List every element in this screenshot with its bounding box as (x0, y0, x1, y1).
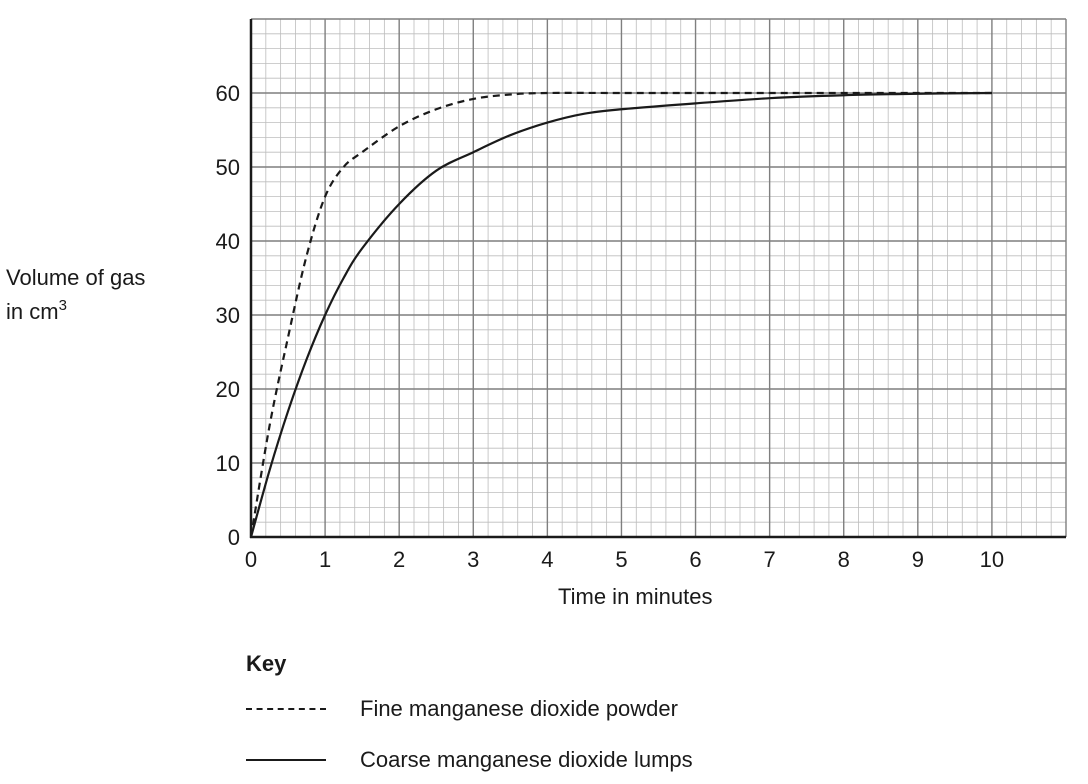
x-tick-label: 5 (615, 547, 627, 572)
y-tick-label: 20 (216, 377, 240, 402)
y-tick-label: 10 (216, 451, 240, 476)
x-tick-label: 1 (319, 547, 331, 572)
legend-item-fine: Fine manganese dioxide powder (246, 694, 678, 724)
x-tick-label: 9 (912, 547, 924, 572)
x-tick-label: 2 (393, 547, 405, 572)
y-tick-label: 40 (216, 229, 240, 254)
x-tick-label: 3 (467, 547, 479, 572)
y-tick-label: 0 (228, 525, 240, 550)
x-tick-label: 0 (245, 547, 257, 572)
minor-grid (251, 19, 1066, 537)
legend-swatch-dashed (246, 708, 326, 710)
series-layer (249, 91, 992, 538)
legend-label-coarse: Coarse manganese dioxide lumps (360, 747, 693, 772)
legend-label-fine: Fine manganese dioxide powder (360, 696, 678, 721)
y-axis-unit: in cm (6, 299, 59, 324)
legend-item-coarse: Coarse manganese dioxide lumps (246, 745, 693, 775)
y-tick-label: 60 (216, 81, 240, 106)
series-line-fine-powder (249, 91, 992, 538)
y-axis-label-line2: in cm3 (6, 292, 145, 326)
major-grid (251, 18, 1067, 537)
y-axis-label: Volume of gas in cm3 (6, 264, 145, 326)
x-axis-label: Time in minutes (558, 584, 713, 609)
legend-title: Key (246, 651, 287, 676)
x-tick-label: 8 (838, 547, 850, 572)
x-tick-label: 7 (764, 547, 776, 572)
x-tick-label: 10 (980, 547, 1004, 572)
tick-labels: 0 1 2 3 4 5 6 7 8 9 10 0 10 20 30 40 50 60 (216, 81, 1005, 572)
y-axis-label-line1: Volume of gas (6, 265, 146, 290)
y-tick-label: 50 (216, 155, 240, 180)
x-tick-label: 4 (541, 547, 553, 572)
y-tick-label: 30 (216, 303, 240, 328)
axes (249, 19, 1066, 539)
series-line-coarse-lumps (249, 91, 992, 538)
legend-swatch-solid (246, 759, 326, 761)
x-tick-label: 6 (689, 547, 701, 572)
y-axis-unit-exponent: 3 (58, 297, 67, 314)
